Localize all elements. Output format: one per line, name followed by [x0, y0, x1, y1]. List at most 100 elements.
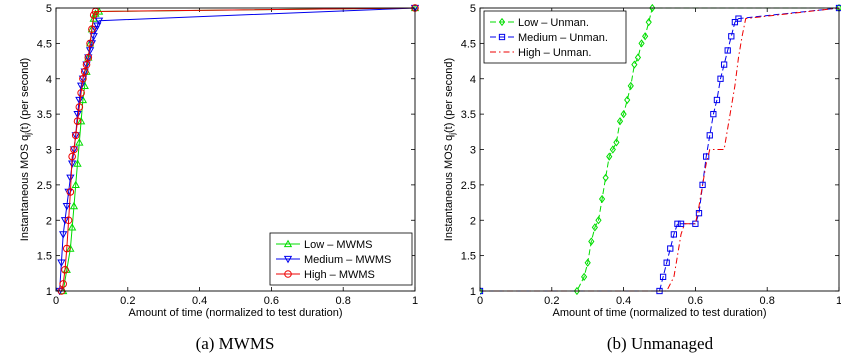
data-point: [86, 39, 94, 48]
y-tick-label: 1.5: [37, 251, 52, 263]
data-point: [667, 245, 674, 252]
data-point: [66, 174, 75, 183]
data-point: [602, 173, 609, 182]
data-point: [66, 244, 75, 252]
data-point: [62, 244, 71, 253]
x-axis-label: Amount of time (normalized to test durat…: [129, 307, 343, 319]
y-tick-label: 5: [470, 3, 476, 15]
data-point: [703, 153, 710, 160]
x-tick-label: 0.8: [336, 295, 351, 307]
x-tick-label: 0.6: [688, 295, 703, 307]
data-point: [68, 222, 77, 231]
data-point: [692, 220, 699, 227]
y-tick-label: 2.5: [37, 180, 52, 192]
legend-entry: Low – Unman.: [518, 17, 589, 29]
x-tick-label: 1: [836, 295, 841, 307]
axes-frame: [479, 7, 840, 292]
data-point: [480, 286, 484, 295]
series-group: [56, 4, 419, 295]
x-tick-label: 0: [477, 295, 483, 307]
data-point: [588, 237, 595, 246]
y-tick-label: 2: [470, 215, 476, 227]
data-point: [76, 82, 86, 91]
data-point: [620, 109, 627, 119]
data-point: [64, 216, 73, 225]
data-point: [649, 4, 656, 13]
data-point: [60, 217, 70, 225]
data-point: [93, 22, 102, 31]
chart-unmanaged: 0 0.2 0.4 0.6 0.8 1 1 1.5 2 2.5 3 3.5 4 4.5 5 Amount of…: [443, 3, 841, 353]
data-point: [59, 231, 68, 239]
y-tick-label: 4.5: [37, 38, 52, 50]
data-point: [735, 15, 742, 22]
y-tick-label: 2.5: [461, 180, 476, 192]
data-point: [609, 145, 616, 154]
y-axis-label: Instantaneous MOS qj(t) (per second): [19, 58, 33, 241]
legend-entry: High – Unman.: [518, 47, 591, 59]
data-point: [75, 96, 84, 105]
data-point: [80, 67, 89, 76]
data-point: [724, 47, 731, 54]
data-point: [73, 117, 82, 125]
data-point: [710, 110, 717, 118]
data-point: [73, 159, 82, 167]
data-point: [699, 181, 706, 189]
data-point: [79, 74, 87, 83]
data-point: [584, 258, 591, 267]
y-tick-label: 3.5: [461, 109, 476, 121]
x-tick-label: 0.4: [616, 295, 631, 307]
data-point: [61, 265, 69, 274]
data-point: [670, 231, 677, 238]
y-tick-label: 4.5: [461, 38, 476, 50]
data-point: [627, 81, 634, 90]
data-point: [88, 25, 96, 34]
data-point: [677, 220, 685, 227]
legend-entry: Low – MWMS: [304, 239, 372, 251]
legend-box: [483, 10, 627, 64]
x-tick-label: 0.2: [544, 295, 559, 307]
data-point: [595, 216, 602, 225]
data-point: [82, 61, 91, 69]
data-point: [642, 32, 649, 41]
data-point: [706, 132, 713, 139]
data-point: [613, 138, 620, 147]
series-line-3: [60, 7, 416, 292]
data-point: [78, 75, 88, 84]
data-point: [728, 33, 735, 40]
data-point: [606, 152, 613, 161]
data-point: [717, 75, 724, 82]
x-tick-label: 1: [412, 295, 418, 307]
data-point: [91, 9, 100, 17]
data-point: [68, 152, 76, 161]
data-point: [71, 180, 80, 189]
y-tick-label: 5: [46, 3, 52, 15]
y-tick-label: 2: [46, 215, 52, 227]
y-tick-label: 3: [46, 145, 52, 157]
data-point: [581, 272, 588, 281]
data-point: [616, 117, 624, 126]
data-point: [631, 60, 638, 69]
legend-swatch-marker: [498, 33, 506, 41]
x-tick-label: 0.6: [264, 295, 279, 307]
x-tick-label: 0.4: [192, 295, 207, 307]
y-tick-label: 3.5: [37, 109, 52, 121]
data-point: [645, 18, 652, 27]
data-point: [731, 19, 739, 26]
data-point: [94, 17, 104, 26]
axes-frame: [55, 7, 416, 292]
legend: Low – MWMS Medium – MWMS High – MWMS: [269, 232, 413, 286]
data-point: [591, 223, 598, 232]
data-point: [695, 210, 703, 217]
legend: Low – Unman. Medium – Unman. High – Unman.: [483, 10, 627, 64]
subfigure-caption: (b) Unmanaged: [607, 334, 714, 353]
subfigure-caption: (a) MWMS: [196, 334, 275, 353]
data-point: [75, 103, 84, 111]
data-point: [71, 131, 80, 140]
data-point: [638, 39, 645, 48]
data-point: [73, 110, 82, 119]
x-tick-label: 0.2: [120, 295, 135, 307]
data-point: [80, 68, 89, 77]
data-point: [69, 201, 79, 210]
series-group: [480, 4, 841, 295]
data-point: [70, 145, 78, 154]
